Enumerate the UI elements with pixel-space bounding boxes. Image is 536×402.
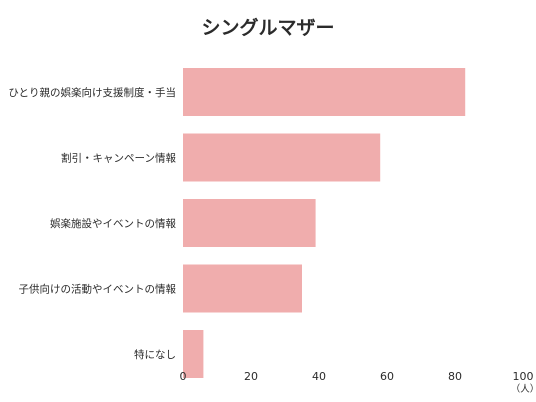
category-label-0: ひとり親の娯楽向け支援制度・手当: [8, 86, 176, 99]
x-tick-2: 40: [312, 370, 326, 383]
x-axis-ticks: 0 20 40 60 80 100: [180, 370, 534, 383]
x-tick-1: 20: [244, 370, 258, 383]
bar-0: [183, 68, 466, 116]
x-tick-5: 100: [513, 370, 534, 383]
x-tick-3: 60: [380, 370, 394, 383]
category-label-2: 娯楽施設やイベントの情報: [50, 217, 176, 230]
chart-title: シングルマザー: [201, 16, 334, 39]
bar-4: [183, 330, 204, 378]
category-label-3: 子供向けの活動やイベントの情報: [19, 283, 177, 296]
category-label-4: 特になし: [134, 349, 176, 361]
x-tick-4: 80: [448, 370, 462, 383]
bar-2: [183, 199, 316, 247]
bar-1: [183, 133, 381, 182]
category-label-1: 割引・キャンペーン情報: [61, 152, 176, 165]
x-axis-unit: （人）: [511, 383, 536, 395]
x-tick-0: 0: [180, 370, 187, 383]
bars: [183, 68, 466, 378]
bar-3: [183, 264, 302, 313]
category-labels: ひとり親の娯楽向け支援制度・手当割引・キャンペーン情報娯楽施設やイベントの情報子…: [8, 86, 176, 361]
